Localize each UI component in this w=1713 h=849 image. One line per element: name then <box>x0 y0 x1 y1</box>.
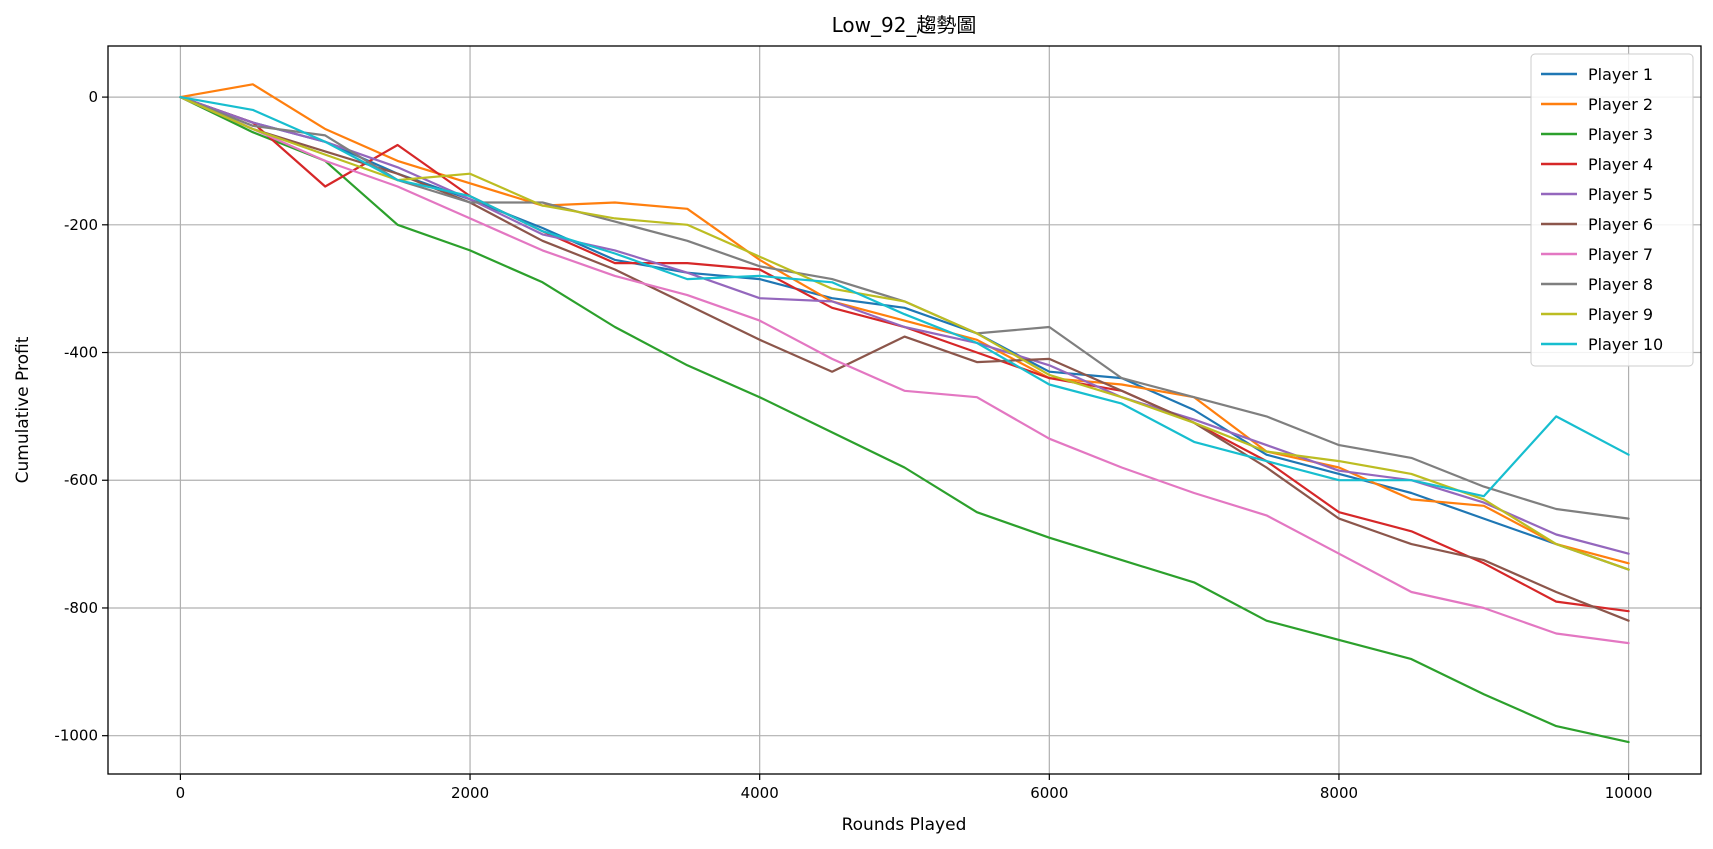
series-lines <box>179 83 1630 744</box>
legend-label: Player 1 <box>1588 65 1653 84</box>
x-tick-label: 8000 <box>1320 784 1358 802</box>
y-tick-label: -800 <box>64 599 98 617</box>
x-tick-label: 6000 <box>1030 784 1068 802</box>
x-tick-label: 2000 <box>451 784 489 802</box>
legend-label: Player 7 <box>1588 245 1653 264</box>
legend-label: Player 4 <box>1588 155 1653 174</box>
plot-frame <box>107 45 1702 775</box>
legend-label: Player 10 <box>1588 335 1663 354</box>
x-tick-label: 10000 <box>1605 784 1653 802</box>
legend-label: Player 6 <box>1588 215 1653 234</box>
y-tick-label: 0 <box>88 88 98 106</box>
legend-label: Player 8 <box>1588 275 1653 294</box>
y-tick-label: -200 <box>64 216 98 234</box>
grid <box>108 46 1701 774</box>
legend-label: Player 5 <box>1588 185 1653 204</box>
legend: Player 1 Player 2 Player 3 Player 4 Player 5… <box>1530 53 1694 367</box>
x-axis-label: Rounds Played <box>842 815 967 835</box>
series-line-player-7 <box>179 95 1630 645</box>
series-line-player-2 <box>179 83 1630 565</box>
ticks: 0 2000 4000 6000 8000 10000 0 -200 -400 -600 -800 -… <box>54 88 1652 802</box>
x-tick-label: 0 <box>176 784 186 802</box>
series-line-player-10 <box>179 95 1630 498</box>
legend-box <box>1530 53 1694 367</box>
y-tick-label: -1000 <box>54 727 98 745</box>
legend-label: Player 9 <box>1588 305 1653 324</box>
series-line-player-9 <box>179 95 1630 571</box>
y-axis-label: Cumulative Profit <box>13 336 33 483</box>
y-tick-label: -600 <box>64 471 98 489</box>
legend-label: Player 3 <box>1588 125 1653 144</box>
series-line-player-3 <box>179 95 1630 744</box>
chart-title: Low_92_趨勢圖 <box>832 13 977 37</box>
y-tick-label: -400 <box>64 344 98 362</box>
series-line-player-6 <box>179 95 1630 622</box>
x-tick-label: 4000 <box>741 784 779 802</box>
legend-label: Player 2 <box>1588 95 1653 114</box>
